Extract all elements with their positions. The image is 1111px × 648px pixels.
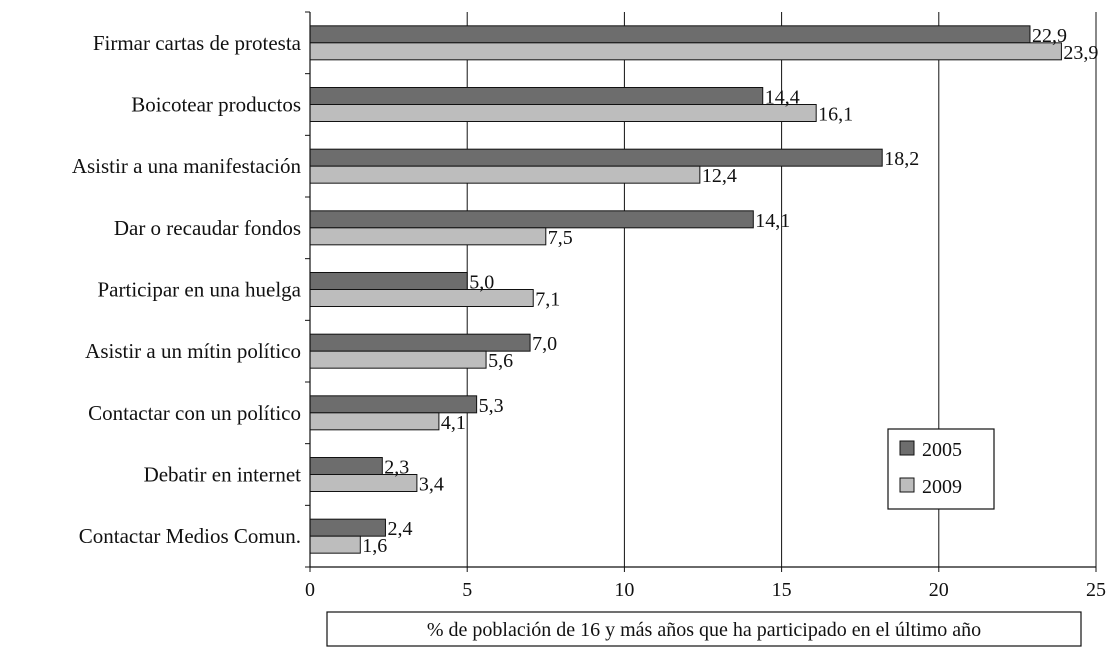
x-tick-label-5: 25 xyxy=(1086,579,1106,601)
category-label-0: Firmar cartas de protesta xyxy=(93,31,302,55)
bar-label-2005-8: 2,4 xyxy=(387,518,412,540)
bar-2009-1 xyxy=(309,104,817,122)
legend-swatch-2009 xyxy=(899,477,915,493)
bar-2009-2 xyxy=(309,165,701,184)
x-tick-label-1: 5 xyxy=(462,579,472,601)
axes xyxy=(305,11,1097,572)
bar-2005-1 xyxy=(309,87,764,105)
bar-label-2009-6: 4,1 xyxy=(441,412,466,434)
x-tick-labels: 0 5 10 15 20 25 xyxy=(305,579,1106,601)
bar-label-2005-2: 18,2 xyxy=(884,148,919,170)
category-label-4: Participar en una huelga xyxy=(98,278,302,302)
bar-label-2005-4: 5,0 xyxy=(469,272,494,294)
x-tick-label-2: 10 xyxy=(614,579,634,601)
category-label-8: Contactar Medios Comun. xyxy=(79,524,301,548)
legend-label-2009: 2009 xyxy=(922,476,962,498)
bar-2005-8 xyxy=(309,518,386,537)
legend: 2005 2009 xyxy=(887,428,995,510)
bar-2009-4 xyxy=(309,289,534,307)
bar-label-2009-0: 23,9 xyxy=(1063,42,1098,64)
bar-2009-3 xyxy=(309,227,547,246)
bar-label-2009-1: 16,1 xyxy=(818,104,853,126)
bar-2009-6 xyxy=(309,412,440,431)
bar-label-2005-1: 14,4 xyxy=(765,87,800,109)
category-label-5: Asistir a un mítin político xyxy=(85,339,301,363)
category-label-6: Contactar con un político xyxy=(88,401,301,425)
bar-label-2009-3: 7,5 xyxy=(548,227,573,249)
bar-label-2009-8: 1,6 xyxy=(362,535,387,557)
category-label-3: Dar o recaudar fondos xyxy=(114,216,301,240)
bar-labels: 22,923,9 14,4 16,1 18,2 12,4 14,1 7,5 5,0 7,1 7,0… xyxy=(362,25,1098,557)
bar-label-2005-7: 2,3 xyxy=(384,457,409,479)
bar-2009-5 xyxy=(309,350,487,369)
bar-2005-7 xyxy=(309,457,383,475)
bars xyxy=(309,25,1062,554)
bar-label-2005-3: 14,1 xyxy=(755,210,790,232)
legend-swatch-2005 xyxy=(899,440,915,456)
bar-2009-0 xyxy=(309,42,1062,61)
category-labels: Firmar cartas de protesta Boicotear produ… xyxy=(72,31,302,548)
bar-label-2009-2: 12,4 xyxy=(702,165,737,187)
bar-2005-4 xyxy=(309,272,468,290)
x-tick-label-0: 0 xyxy=(305,579,315,601)
legend-label-2005: 2005 xyxy=(922,439,962,461)
x-tick-label-3: 15 xyxy=(772,579,792,601)
bar-2005-5 xyxy=(309,333,531,352)
bar-2005-0 xyxy=(309,25,1031,44)
bar-label-2009-7: 3,4 xyxy=(419,474,444,496)
bar-label-2005-6: 5,3 xyxy=(479,395,504,417)
category-label-1: Boicotear productos xyxy=(131,93,301,117)
bar-2005-3 xyxy=(309,210,754,229)
bar-label-2009-4: 7,1 xyxy=(535,289,560,311)
bar-2005-6 xyxy=(309,395,478,414)
x-tick-label-4: 20 xyxy=(929,579,949,601)
bar-label-2005-0: 22,9 xyxy=(1032,25,1067,47)
bar-2005-2 xyxy=(309,148,883,167)
category-label-7: Debatir en internet xyxy=(144,463,302,487)
category-label-2: Asistir a una manifestación xyxy=(72,154,302,178)
bar-label-2009-5: 5,6 xyxy=(488,350,513,372)
x-axis-title: % de población de 16 y más años que ha p… xyxy=(427,619,981,641)
bar-label-2005-5: 7,0 xyxy=(532,333,557,355)
x-axis-title-box: % de población de 16 y más años que ha p… xyxy=(326,611,1082,647)
bar-2009-8 xyxy=(309,535,361,554)
